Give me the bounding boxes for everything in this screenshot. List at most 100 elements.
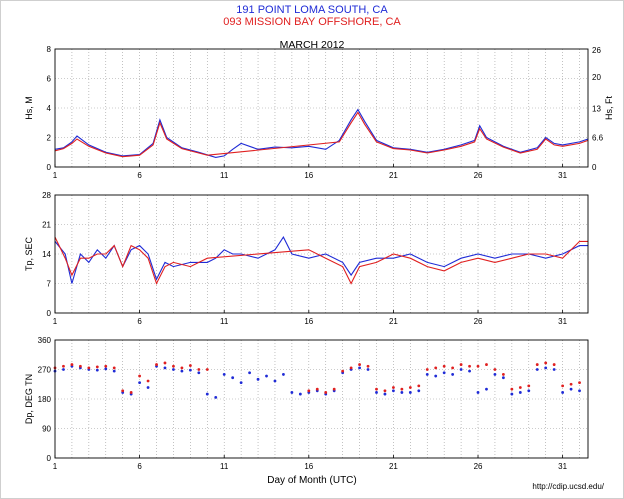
scatter-point <box>197 371 201 375</box>
scatter-point <box>434 374 438 378</box>
y-tick-label: 21 <box>42 221 51 230</box>
right-tick-label: 0 <box>592 163 597 172</box>
scatter-point <box>408 386 412 389</box>
x-tick-label: 1 <box>53 317 58 326</box>
x-tick-label: 16 <box>304 171 313 180</box>
right-axis-label: Hs, Ft <box>604 96 614 120</box>
scatter-point <box>146 386 150 389</box>
scatter-point <box>459 368 463 371</box>
scatter-point <box>231 376 235 380</box>
scatter-point <box>561 391 565 394</box>
x-tick-label: 21 <box>389 171 398 180</box>
scatter-point <box>383 389 387 393</box>
scatter-point <box>442 364 446 368</box>
scatter-point <box>366 364 370 368</box>
scatter-point <box>366 368 370 371</box>
station-title-2: 093 MISSION BAY OFFSHORE, CA <box>223 16 401 28</box>
scatter-point <box>95 368 99 372</box>
scatter-point <box>485 387 488 391</box>
x-tick-label: 6 <box>137 171 142 180</box>
scatter-point <box>172 364 175 368</box>
y-tick-label: 90 <box>42 425 51 434</box>
right-tick-label: 13 <box>592 105 601 114</box>
plot-frame <box>54 48 589 168</box>
scatter-point <box>358 363 361 366</box>
x-tick-label: 6 <box>137 317 142 326</box>
scatter-point <box>146 379 150 383</box>
y-tick-label: 270 <box>38 366 52 375</box>
scatter-point <box>476 391 480 394</box>
y-tick-label: 4 <box>47 104 52 113</box>
scatter-point <box>451 366 455 370</box>
scatter-point <box>392 386 395 389</box>
x-tick-label: 26 <box>474 171 483 180</box>
y-axis-label: Hs, M <box>24 96 34 120</box>
scatter-point <box>476 364 480 368</box>
scatter-point <box>138 381 142 385</box>
scatter-point <box>434 366 438 370</box>
x-tick-label: 16 <box>304 317 313 326</box>
scatter-point <box>62 368 65 371</box>
scatter-point <box>569 387 573 391</box>
scatter-point <box>501 376 505 380</box>
scatter-point <box>104 364 108 368</box>
scatter-point <box>222 373 226 376</box>
y-tick-label: 14 <box>42 250 51 259</box>
scatter-point <box>163 366 167 370</box>
scatter-point <box>518 386 522 389</box>
series-line <box>54 236 588 284</box>
scatter-point <box>417 384 421 388</box>
x-tick-label: 11 <box>220 462 229 471</box>
scatter-point <box>569 382 573 386</box>
scatter-point <box>442 371 446 375</box>
y-tick-label: 180 <box>38 395 52 404</box>
scatter-point <box>332 387 336 391</box>
scatter-point <box>493 373 497 376</box>
scatter-point <box>425 368 429 371</box>
scatter-point <box>578 389 581 393</box>
scatter-point <box>138 374 142 378</box>
plot-frame <box>54 194 589 314</box>
x-tick-label: 26 <box>474 462 483 471</box>
y-tick-label: 0 <box>47 309 52 318</box>
scatter-point <box>527 389 531 393</box>
scatter-point <box>468 369 471 373</box>
scatter-point <box>273 379 277 383</box>
scatter-point <box>315 387 319 391</box>
scatter-point <box>307 389 311 393</box>
scatter-point <box>214 395 218 399</box>
scatter-point <box>129 391 133 394</box>
scatter-point <box>375 387 378 391</box>
scatter-point <box>324 391 328 394</box>
series-line <box>54 111 589 158</box>
y-tick-label: 360 <box>38 336 52 345</box>
y-tick-label: 6 <box>47 75 52 84</box>
x-tick-label: 16 <box>304 462 313 471</box>
scatter-point <box>417 389 421 393</box>
scatter-point <box>561 384 565 388</box>
y-axis-label: Dp, DEG TN <box>24 374 34 424</box>
scatter-point <box>78 364 82 368</box>
y-tick-label: 28 <box>42 191 51 200</box>
right-tick-label: 20 <box>592 73 601 82</box>
scatter-point <box>341 369 345 373</box>
scatter-point <box>265 374 268 378</box>
scatter-point <box>197 368 201 371</box>
x-axis-label: Day of Month (UTC) <box>267 475 357 486</box>
x-tick-label: 31 <box>558 171 567 180</box>
scatter-point <box>121 389 125 393</box>
scatter-point <box>544 361 548 365</box>
scatter-point <box>510 387 514 391</box>
scatter-point <box>400 387 404 391</box>
scatter-point <box>205 368 209 371</box>
y-tick-label: 8 <box>47 45 52 54</box>
x-tick-label: 31 <box>558 317 567 326</box>
scatter-point <box>112 369 116 373</box>
x-tick-label: 31 <box>558 462 567 471</box>
x-tick-label: 6 <box>137 462 142 471</box>
scatter-point <box>451 373 455 376</box>
scatter-point <box>383 392 387 396</box>
scatter-point <box>552 368 556 371</box>
scatter-point <box>290 391 294 394</box>
